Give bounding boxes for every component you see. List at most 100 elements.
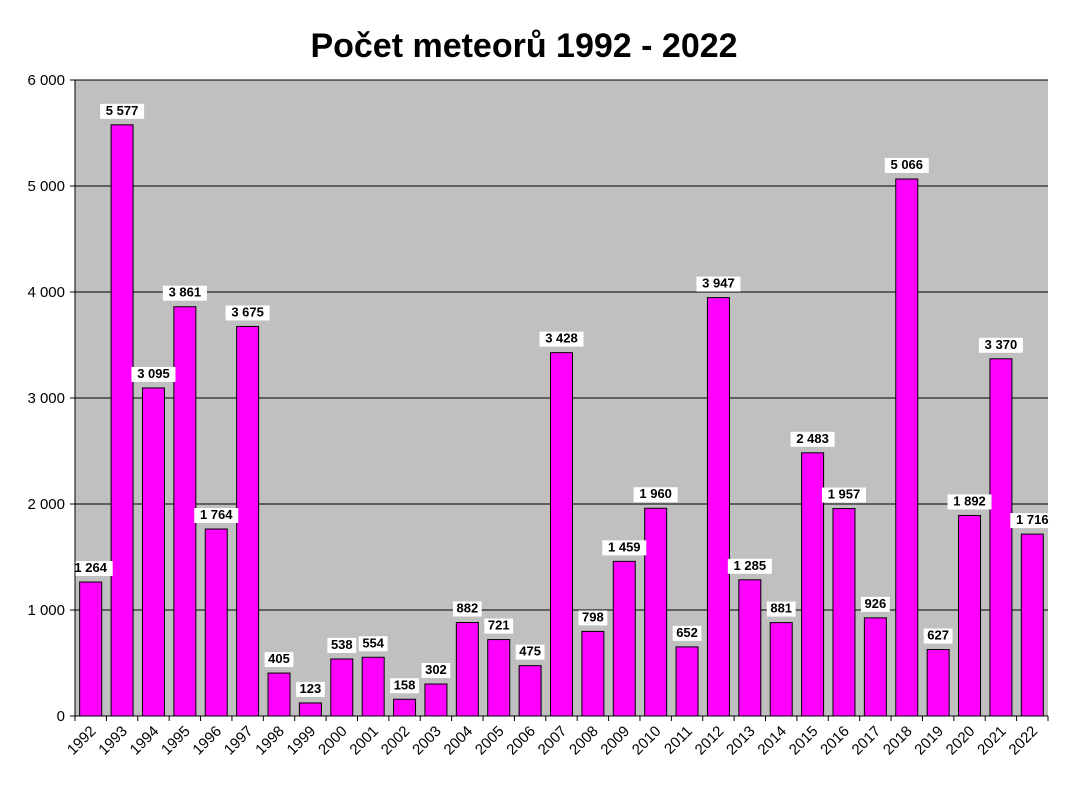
bar — [832, 508, 856, 717]
bar — [298, 702, 322, 717]
data-label-bg — [633, 487, 678, 503]
data-label-bg — [194, 508, 239, 524]
y-tick-label: 1 000 — [27, 602, 65, 619]
data-label: 538 — [331, 637, 353, 652]
x-tick-label: 1993 — [95, 723, 131, 759]
x-tick-label: 2001 — [346, 723, 382, 759]
x-tick-label: 2008 — [566, 723, 602, 759]
x-tick-label: 1996 — [189, 723, 225, 759]
data-label-bg — [225, 305, 270, 321]
x-tick-label: 2010 — [629, 723, 665, 759]
x-tick-label: 2019 — [911, 723, 947, 759]
x-tick-label: 2000 — [315, 723, 351, 759]
data-label-bg — [947, 494, 992, 510]
x-tick-label: 1999 — [284, 723, 320, 759]
y-axis-ticks: 0 1 000 2 000 3 000 4 000 5 000 6 000 — [27, 72, 75, 725]
x-axis-ticks: 1992199319941995199619971998199920002001… — [64, 716, 1049, 759]
data-label: 1 285 — [734, 558, 767, 573]
data-label: 881 — [770, 601, 792, 616]
bar — [141, 387, 165, 717]
data-label: 1 957 — [828, 487, 861, 502]
data-label: 3 675 — [231, 304, 264, 319]
x-tick-label: 2013 — [723, 723, 759, 759]
data-label-bg — [860, 596, 890, 612]
x-tick-label: 2017 — [849, 723, 885, 759]
bar — [236, 325, 260, 717]
y-tick-label: 3 000 — [27, 390, 65, 407]
data-label-bg — [162, 285, 207, 301]
x-tick-label: 2011 — [661, 723, 696, 758]
bar — [79, 581, 103, 717]
data-label: 627 — [927, 628, 949, 643]
data-label: 1 459 — [608, 539, 641, 554]
bar — [330, 658, 354, 717]
bar — [393, 698, 417, 717]
bar — [173, 306, 197, 717]
data-label-bg — [578, 610, 608, 626]
bar — [895, 178, 919, 717]
bar — [612, 560, 636, 717]
data-label-bg — [766, 601, 796, 617]
chart-title: Počet meteorů 1992 - 2022 — [310, 27, 737, 65]
x-tick-label: 1992 — [64, 723, 100, 759]
bar — [518, 665, 542, 717]
data-label: 5 577 — [106, 103, 139, 118]
data-label-bg — [821, 487, 866, 503]
data-label-bg — [452, 601, 482, 617]
data-label-bg — [539, 331, 584, 347]
data-label: 3 428 — [545, 331, 578, 346]
data-label-bg — [327, 637, 357, 653]
data-label: 3 947 — [702, 276, 735, 291]
data-label-bg — [884, 158, 929, 174]
data-label: 3 370 — [985, 337, 1018, 352]
data-label-bg — [358, 636, 388, 652]
data-label: 405 — [268, 651, 290, 666]
data-label-bg — [484, 618, 514, 634]
data-label: 1 716 — [1016, 512, 1049, 527]
bar — [644, 507, 668, 717]
data-label-bg — [696, 276, 741, 292]
bar — [863, 617, 887, 717]
data-label: 3 861 — [169, 285, 202, 300]
data-label-bg — [923, 628, 953, 644]
data-label: 1 764 — [200, 507, 233, 522]
x-tick-label: 2007 — [535, 723, 571, 759]
data-label: 475 — [519, 644, 541, 659]
data-label-bg — [515, 644, 545, 660]
bar — [989, 358, 1013, 717]
data-label-bg — [978, 337, 1023, 353]
x-tick-label: 2022 — [1006, 723, 1042, 759]
x-tick-label: 2015 — [786, 723, 822, 759]
data-label-bg — [100, 103, 145, 119]
bar — [581, 630, 605, 717]
x-tick-label: 2018 — [880, 723, 916, 759]
bar — [801, 452, 825, 717]
x-tick-label: 1994 — [127, 723, 163, 759]
x-tick-label: 2021 — [974, 723, 1010, 759]
data-label: 1 960 — [639, 486, 672, 501]
x-tick-label: 1998 — [252, 723, 288, 759]
data-label: 1 264 — [74, 560, 107, 575]
x-tick-label: 2005 — [472, 723, 508, 759]
data-label-bg — [1010, 513, 1055, 529]
data-label: 652 — [676, 625, 698, 640]
bar — [424, 683, 448, 717]
data-label-bg — [390, 678, 419, 694]
x-tick-label: 1997 — [221, 723, 257, 759]
y-tick-label: 0 — [57, 708, 65, 725]
data-label-bg — [296, 681, 325, 697]
data-label: 926 — [865, 596, 887, 611]
data-label: 554 — [362, 635, 384, 650]
bar — [267, 672, 291, 717]
y-tick-label: 5 000 — [27, 178, 65, 195]
data-label: 5 066 — [890, 157, 923, 172]
y-tick-label: 6 000 — [27, 72, 65, 89]
data-label: 798 — [582, 609, 604, 624]
x-tick-label: 2016 — [817, 723, 853, 759]
bar — [455, 622, 479, 717]
bar — [110, 124, 134, 717]
bars — [79, 124, 1044, 717]
bar — [926, 649, 950, 717]
bar — [1020, 533, 1044, 717]
